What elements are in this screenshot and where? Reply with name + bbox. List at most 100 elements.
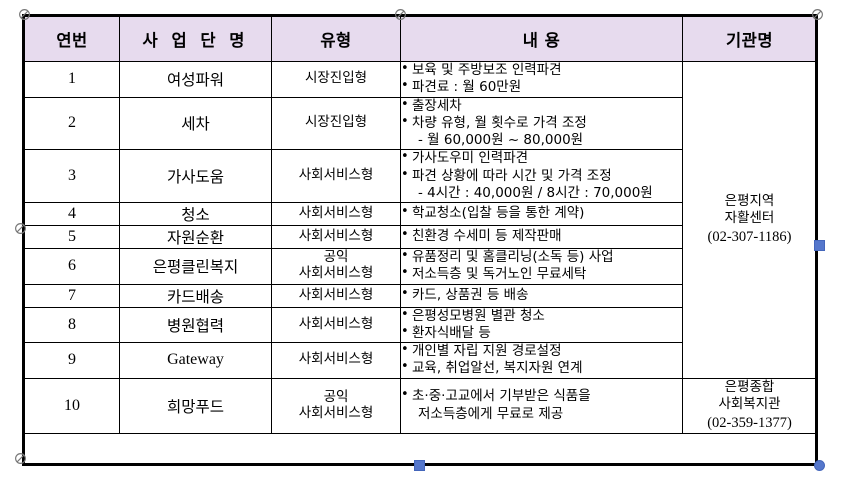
cell-type: 공익 사회서비스형: [271, 377, 401, 434]
table-row: 4청소 사회서비스형 학교청소(입찰 등을 통한 계약): [24, 202, 817, 227]
content-bullet-line: 학교청소(입찰 등을 통한 계약): [401, 204, 682, 222]
cell-type: 사회서비스형: [271, 225, 401, 250]
cell-business-name: 병원협력: [119, 306, 272, 344]
type-line: 공익: [323, 388, 349, 405]
anchor-no-entry-icon: [812, 9, 823, 20]
anchor-no-entry-icon: [395, 9, 406, 20]
content-bullet-line: 파견료 : 월 60만원: [401, 78, 682, 96]
cell-type: 사회서비스형: [271, 306, 401, 344]
content-bullet-line: 환자식배달 등: [401, 324, 682, 342]
cell-no: 3: [24, 149, 120, 204]
organization-phone: (02-359-1377): [707, 414, 792, 431]
type-line: 사회서비스형: [298, 404, 374, 421]
cell-type: 사회서비스형: [271, 283, 401, 308]
cell-content: 유품정리 및 홈클리닝(소독 등) 사업저소득층 및 독거노인 무료세탁: [400, 248, 683, 285]
cell-content: 개인별 자립 지원 경로설정교육, 취업알선, 복지자원 연계: [400, 342, 683, 379]
cell-type: 시장진입형: [271, 96, 401, 151]
cell-business-name: 은평클린복지: [119, 248, 272, 285]
anchor-no-entry-icon: [15, 223, 26, 234]
content-bullet-line: 파견 상황에 따라 시간 및 가격 조정: [401, 167, 682, 185]
content-bullet-line: 친환경 수세미 등 제작판매: [401, 227, 682, 245]
selection-handle-right[interactable]: [814, 240, 825, 251]
table-row: 1여성파워시장진입형보육 및 주방보조 인력파견파견료 : 월 60만원은평지역…: [24, 61, 817, 379]
cell-content: 친환경 수세미 등 제작판매: [400, 225, 683, 250]
header-type: 유형: [271, 16, 401, 62]
content-sub-line: - 월 60,000원 ~ 80,000원: [418, 132, 584, 149]
content-bullet-line: 유품정리 및 홈클리닝(소독 등) 사업: [401, 248, 682, 266]
cell-no: 1: [24, 61, 120, 98]
table-frame-top: [22, 14, 818, 17]
cell-type: 공익 사회서비스형: [271, 248, 401, 285]
cell-type: 사회서비스형: [271, 342, 401, 379]
header-business-name: 사 업 단 명: [119, 16, 272, 62]
cell-business-name: 세차: [119, 96, 272, 151]
content-bullet-line: 교육, 취업알선, 복지자원 연계: [401, 359, 682, 377]
type-line: 사회서비스형: [298, 351, 374, 368]
table-header-row: 연번 사 업 단 명 유형 내 용 기관명: [24, 16, 817, 62]
content-sub-line: - 4시간 : 40,000원 / 8시간 : 70,000원: [418, 184, 653, 201]
content-sub-line: 저소득층에게 무료로 제공: [418, 405, 564, 422]
cell-type: 사회서비스형: [271, 202, 401, 227]
cell-no: 7: [24, 283, 120, 308]
type-line: 사회서비스형: [298, 228, 374, 245]
anchor-no-entry-icon: [15, 453, 26, 464]
anchor-no-entry-icon: [19, 9, 30, 20]
cell-type: 시장진입형: [271, 61, 401, 98]
selection-handle-bottom[interactable]: [414, 460, 425, 471]
type-line: 사회서비스형: [298, 205, 374, 222]
cell-organization: 은평종합 사회복지관 (02-359-1377): [682, 377, 817, 434]
organization-name-line: 사회복지관: [718, 396, 781, 413]
organization-name-line: 은평지역: [724, 192, 775, 209]
content-bullet-line: 출장세차: [401, 97, 682, 115]
header-content: 내 용: [400, 16, 683, 62]
cell-content: 학교청소(입찰 등을 통한 계약): [400, 202, 683, 227]
organization-name-line: 은평종합: [724, 378, 775, 395]
organization-name-line: 자활센터: [724, 210, 775, 227]
cell-business-name: 가사도움: [119, 149, 272, 204]
header-organization: 기관명: [682, 16, 817, 62]
cell-business-name: 희망푸드: [119, 377, 272, 434]
content-bullet-line: 차량 유형, 월 횟수로 가격 조정: [401, 114, 682, 132]
cell-business-name: 청소: [119, 202, 272, 227]
table-row: 2세차 시장진입형 출장세차차량 유형, 월 횟수로 가격 조정- 월 60,000…: [24, 96, 817, 151]
cell-no: 2: [24, 96, 120, 151]
type-line: 사회서비스형: [298, 315, 374, 332]
selection-handle-bottom-right[interactable]: [814, 460, 825, 471]
table-frame-left: [22, 14, 25, 466]
content-bullet-line: 은평성모병원 별관 청소: [401, 307, 682, 325]
cell-business-name: 여성파워: [119, 61, 272, 98]
cell-content: 보육 및 주방보조 인력파견파견료 : 월 60만원: [400, 61, 683, 98]
content-bullet-line: 가사도우미 인력파견: [401, 149, 682, 167]
cell-content: 은평성모병원 별관 청소환자식배달 등: [400, 307, 683, 344]
cell-content: 출장세차차량 유형, 월 횟수로 가격 조정- 월 60,000원 ~ 80,0…: [400, 97, 683, 151]
cell-no: 8: [24, 306, 120, 344]
type-line: 사회서비스형: [298, 167, 374, 184]
content-bullet-line: 개인별 자립 지원 경로설정: [401, 342, 682, 360]
header-no: 연번: [24, 16, 120, 62]
cell-no: 4: [24, 202, 120, 227]
type-line: 사회서비스형: [298, 265, 374, 282]
cell-organization: 은평지역 자활센터 (02-307-1186): [682, 61, 817, 379]
content-bullet-line: 카드, 상품권 등 배송: [401, 286, 682, 304]
cell-business-name: 자원순환: [119, 225, 272, 250]
cell-no: 6: [24, 248, 120, 285]
cell-no: 10: [24, 377, 120, 434]
cell-type: 사회서비스형: [271, 149, 401, 204]
organization-phone: (02-307-1186): [707, 228, 792, 245]
type-line: 시장진입형: [304, 70, 368, 87]
cell-content: 가사도우미 인력파견파견 상황에 따라 시간 및 가격 조정- 4시간 : 40…: [400, 149, 683, 204]
content-bullet-line: 저소득층 및 독거노인 무료세탁: [401, 265, 682, 283]
cell-no: 5: [24, 225, 120, 250]
cell-no: 9: [24, 342, 120, 379]
cell-business-name: Gateway: [119, 342, 272, 379]
type-line: 공익: [323, 249, 349, 266]
cell-business-name: 카드배송: [119, 283, 272, 308]
